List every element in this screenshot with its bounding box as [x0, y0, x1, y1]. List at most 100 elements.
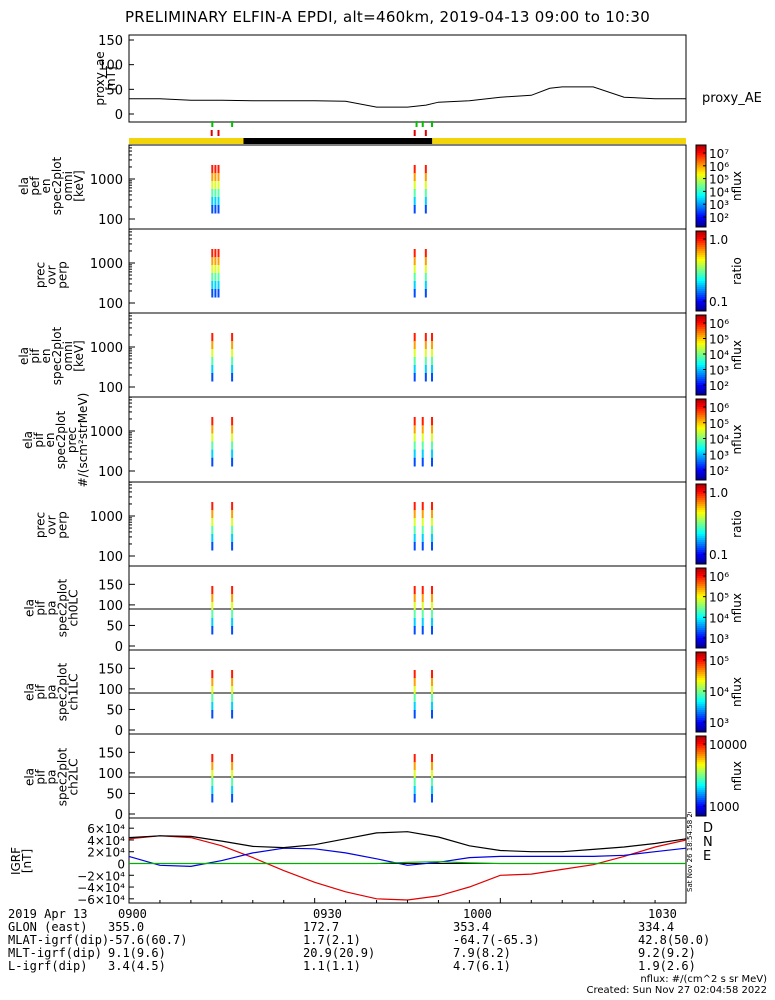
ela-pif-en-spec2plot-prec-streak: [421, 457, 424, 467]
prec-ovr-perp-1-colorbar-swatch: [696, 273, 706, 276]
ela-pif-pa-spec2plot-ch0LC-colorbar-swatch: [696, 594, 706, 597]
prec-ovr-perp-1-streak: [214, 273, 217, 282]
ela-pif-en-spec2plot-prec-streak: [421, 441, 424, 451]
ela-pif-pa-spec2plot-ch0LC-colorbar-swatch: [696, 630, 706, 633]
prec-ovr-perp-1-colorbar-swatch: [696, 289, 706, 292]
ela-pif-pa-spec2plot-ch1LC-streak: [231, 694, 234, 703]
ela-pif-pa-spec2plot-ch2LC-colorbar-tick-label: 10000: [709, 738, 747, 752]
ela-pif-en-spec2plot-prec-colorbar-label: nflux: [730, 425, 744, 455]
prec-ovr-perp-2-streak: [413, 534, 416, 543]
ela-pif-en-spec2plot-omni-colorbar-swatch: [696, 375, 706, 378]
ela-pif-pa-spec2plot-ch2LC-streak: [431, 770, 434, 779]
ela-pif-pa-spec2plot-ch1LC-streak: [413, 686, 416, 695]
ela-pif-pa-spec2plot-ch0LC-colorbar-label: nflux: [730, 593, 744, 623]
prec-ovr-perp-2-streak: [421, 542, 424, 551]
ela-pif-en-spec2plot-prec-streak: [413, 417, 416, 426]
ela-pif-en-spec2plot-prec-colorbar-swatch: [696, 467, 706, 471]
ela-pif-pa-spec2plot-ch0LC-colorbar-swatch: [696, 584, 706, 587]
ela-pif-en-spec2plot-prec-ylabel-line: #/(scm²strMeV): [76, 393, 90, 488]
ela-pif-pa-spec2plot-ch2LC-streak: [431, 754, 434, 763]
footer-value: 355.0: [108, 920, 145, 934]
ela-pef-en-spec2plot-omni-streak: [424, 189, 427, 198]
ela-pif-en-spec2plot-prec-streak: [231, 457, 234, 467]
prec-ovr-perp-1-streak: [413, 289, 416, 298]
ela-pef-en-spec2plot-omni-colorbar-swatch: [696, 179, 706, 183]
ela-pif-pa-spec2plot-ch1LC-colorbar-swatch: [696, 708, 706, 711]
ela-pif-pa-spec2plot-ch1LC-colorbar-swatch: [696, 698, 706, 701]
prec-ovr-perp-2-colorbar-swatch: [696, 560, 706, 563]
ela-pif-pa-spec2plot-ch2LC-colorbar-swatch: [696, 762, 706, 765]
prec-ovr-perp-1-colorbar-swatch: [696, 241, 706, 244]
prec-ovr-perp-1-streak: [424, 289, 427, 298]
ela-pif-en-spec2plot-prec-streak: [413, 425, 416, 434]
footer-value: 7.9(8.2): [453, 946, 511, 960]
prec-ovr-perp-2-streak: [413, 502, 416, 511]
footer-value: 3.4(4.5): [108, 959, 166, 973]
ela-pif-pa-spec2plot-ch2LC-colorbar-swatch: [696, 768, 706, 771]
prec-ovr-perp-2-streak: [211, 502, 214, 511]
prec-ovr-perp-1-colorbar-swatch: [696, 257, 706, 260]
ela-pif-pa-spec2plot-ch1LC-colorbar-swatch: [696, 696, 706, 699]
ela-pef-en-spec2plot-omni-colorbar-swatch: [696, 214, 706, 218]
ela-pif-en-spec2plot-omni-colorbar-swatch: [696, 367, 706, 370]
igrf-legend-N: N: [703, 835, 713, 850]
ela-pif-en-spec2plot-omni-colorbar-tick-label: 10²: [709, 379, 729, 393]
ela-pef-en-spec2plot-omni-streak: [217, 181, 220, 190]
ela-pif-pa-spec2plot-ch2LC-colorbar-swatch: [696, 748, 706, 751]
ela-pef-en-spec2plot-omni-colorbar-swatch: [696, 183, 706, 187]
ela-pif-pa-spec2plot-ch2LC-colorbar-swatch: [696, 792, 706, 795]
ela-pif-en-spec2plot-omni-streak: [231, 349, 234, 358]
ela-pif-en-spec2plot-omni-colorbar-swatch: [696, 383, 706, 386]
ela-pif-en-spec2plot-prec-colorbar-swatch: [696, 419, 706, 422]
prec-ovr-perp-2-colorbar-swatch: [696, 554, 706, 557]
ela-pif-pa-spec2plot-ch0LC-streak: [421, 610, 424, 619]
ela-pef-en-spec2plot-omni-colorbar-swatch: [696, 188, 706, 191]
credits-units: nflux: #/(cm^2 s sr MeV): [640, 974, 767, 985]
prec-ovr-perp-1-colorbar-swatch: [696, 245, 706, 248]
ela-pif-pa-spec2plot-ch1LC-colorbar-swatch: [696, 684, 706, 687]
ela-pif-pa-spec2plot-ch2LC-colorbar-swatch: [696, 738, 706, 741]
ela-pif-pa-spec2plot-ch1LC-colorbar-swatch: [696, 728, 706, 731]
footer-time-label: 1030: [648, 907, 677, 921]
ela-pif-en-spec2plot-omni-colorbar-swatch: [696, 323, 706, 326]
ela-pef-en-spec2plot-omni-streak: [424, 181, 427, 190]
ela-pif-pa-spec2plot-ch0LC-streak: [211, 586, 214, 595]
ela-pif-pa-spec2plot-ch2LC-streak: [431, 794, 434, 803]
ela-pif-pa-spec2plot-ch2LC-colorbar-swatch: [696, 756, 706, 759]
ela-pif-pa-spec2plot-ch2LC-colorbar-swatch: [696, 750, 706, 753]
ela-pif-en-spec2plot-omni-colorbar-swatch: [696, 325, 706, 328]
ela-pif-pa-spec2plot-ch0LC-streak: [421, 626, 424, 635]
orbit-red-tick: [210, 130, 213, 136]
ela-pef-en-spec2plot-omni-streak: [413, 189, 416, 198]
orbit-green-tick: [231, 121, 234, 127]
prec-ovr-perp-1-colorbar-swatch: [696, 303, 706, 306]
ela-pif-pa-spec2plot-ch1LC-colorbar-swatch: [696, 682, 706, 685]
ela-pif-pa-spec2plot-ch2LC-streak: [231, 762, 234, 771]
ela-pif-pa-spec2plot-ch0LC-streak: [413, 586, 416, 595]
ela-pef-en-spec2plot-omni-streak: [211, 165, 214, 174]
ela-pif-pa-spec2plot-ch0LC-colorbar-swatch: [696, 608, 706, 611]
ela-pif-en-spec2plot-prec-colorbar-swatch: [696, 455, 706, 459]
footer-value: 1.7(2.1): [303, 933, 361, 947]
ela-pif-pa-spec2plot-ch2LC-colorbar-swatch: [696, 752, 706, 755]
prec-ovr-perp-1-streak: [214, 257, 217, 266]
ela-pif-en-spec2plot-omni-streak: [211, 349, 214, 358]
prec-ovr-perp-2-streak: [421, 518, 424, 527]
ela-pif-pa-spec2plot-ch2LC-colorbar-swatch: [696, 770, 706, 773]
prec-ovr-perp-1-streak: [217, 265, 220, 274]
ela-pif-pa-spec2plot-ch0LC-colorbar-swatch: [696, 634, 706, 637]
prec-ovr-perp-1-streak: [211, 289, 214, 298]
ela-pif-pa-spec2plot-ch1LC-colorbar-swatch: [696, 686, 706, 689]
ela-pif-en-spec2plot-omni-colorbar-swatch: [696, 353, 706, 356]
ela-pef-en-spec2plot-omni-colorbar-swatch: [696, 204, 706, 207]
prec-ovr-perp-2-streak: [431, 502, 434, 511]
ela-pif-pa-spec2plot-ch0LC-colorbar-swatch: [696, 574, 706, 577]
ela-pif-pa-spec2plot-ch2LC-colorbar-swatch: [696, 744, 706, 747]
ela-pef-en-spec2plot-omni-colorbar-tick-label: 10⁶: [709, 160, 729, 174]
ela-pif-pa-spec2plot-ch0LC-colorbar-tick-label: 10⁵: [709, 591, 729, 605]
ela-pef-en-spec2plot-omni-colorbar-tick-label: 10³: [709, 198, 729, 212]
ela-pif-pa-spec2plot-ch0LC-ylabel-line: spec2plot: [56, 578, 70, 637]
ela-pif-pa-spec2plot-ch2LC-ytick-label: 0: [115, 808, 123, 823]
ela-pif-en-spec2plot-omni-streak: [413, 373, 416, 382]
